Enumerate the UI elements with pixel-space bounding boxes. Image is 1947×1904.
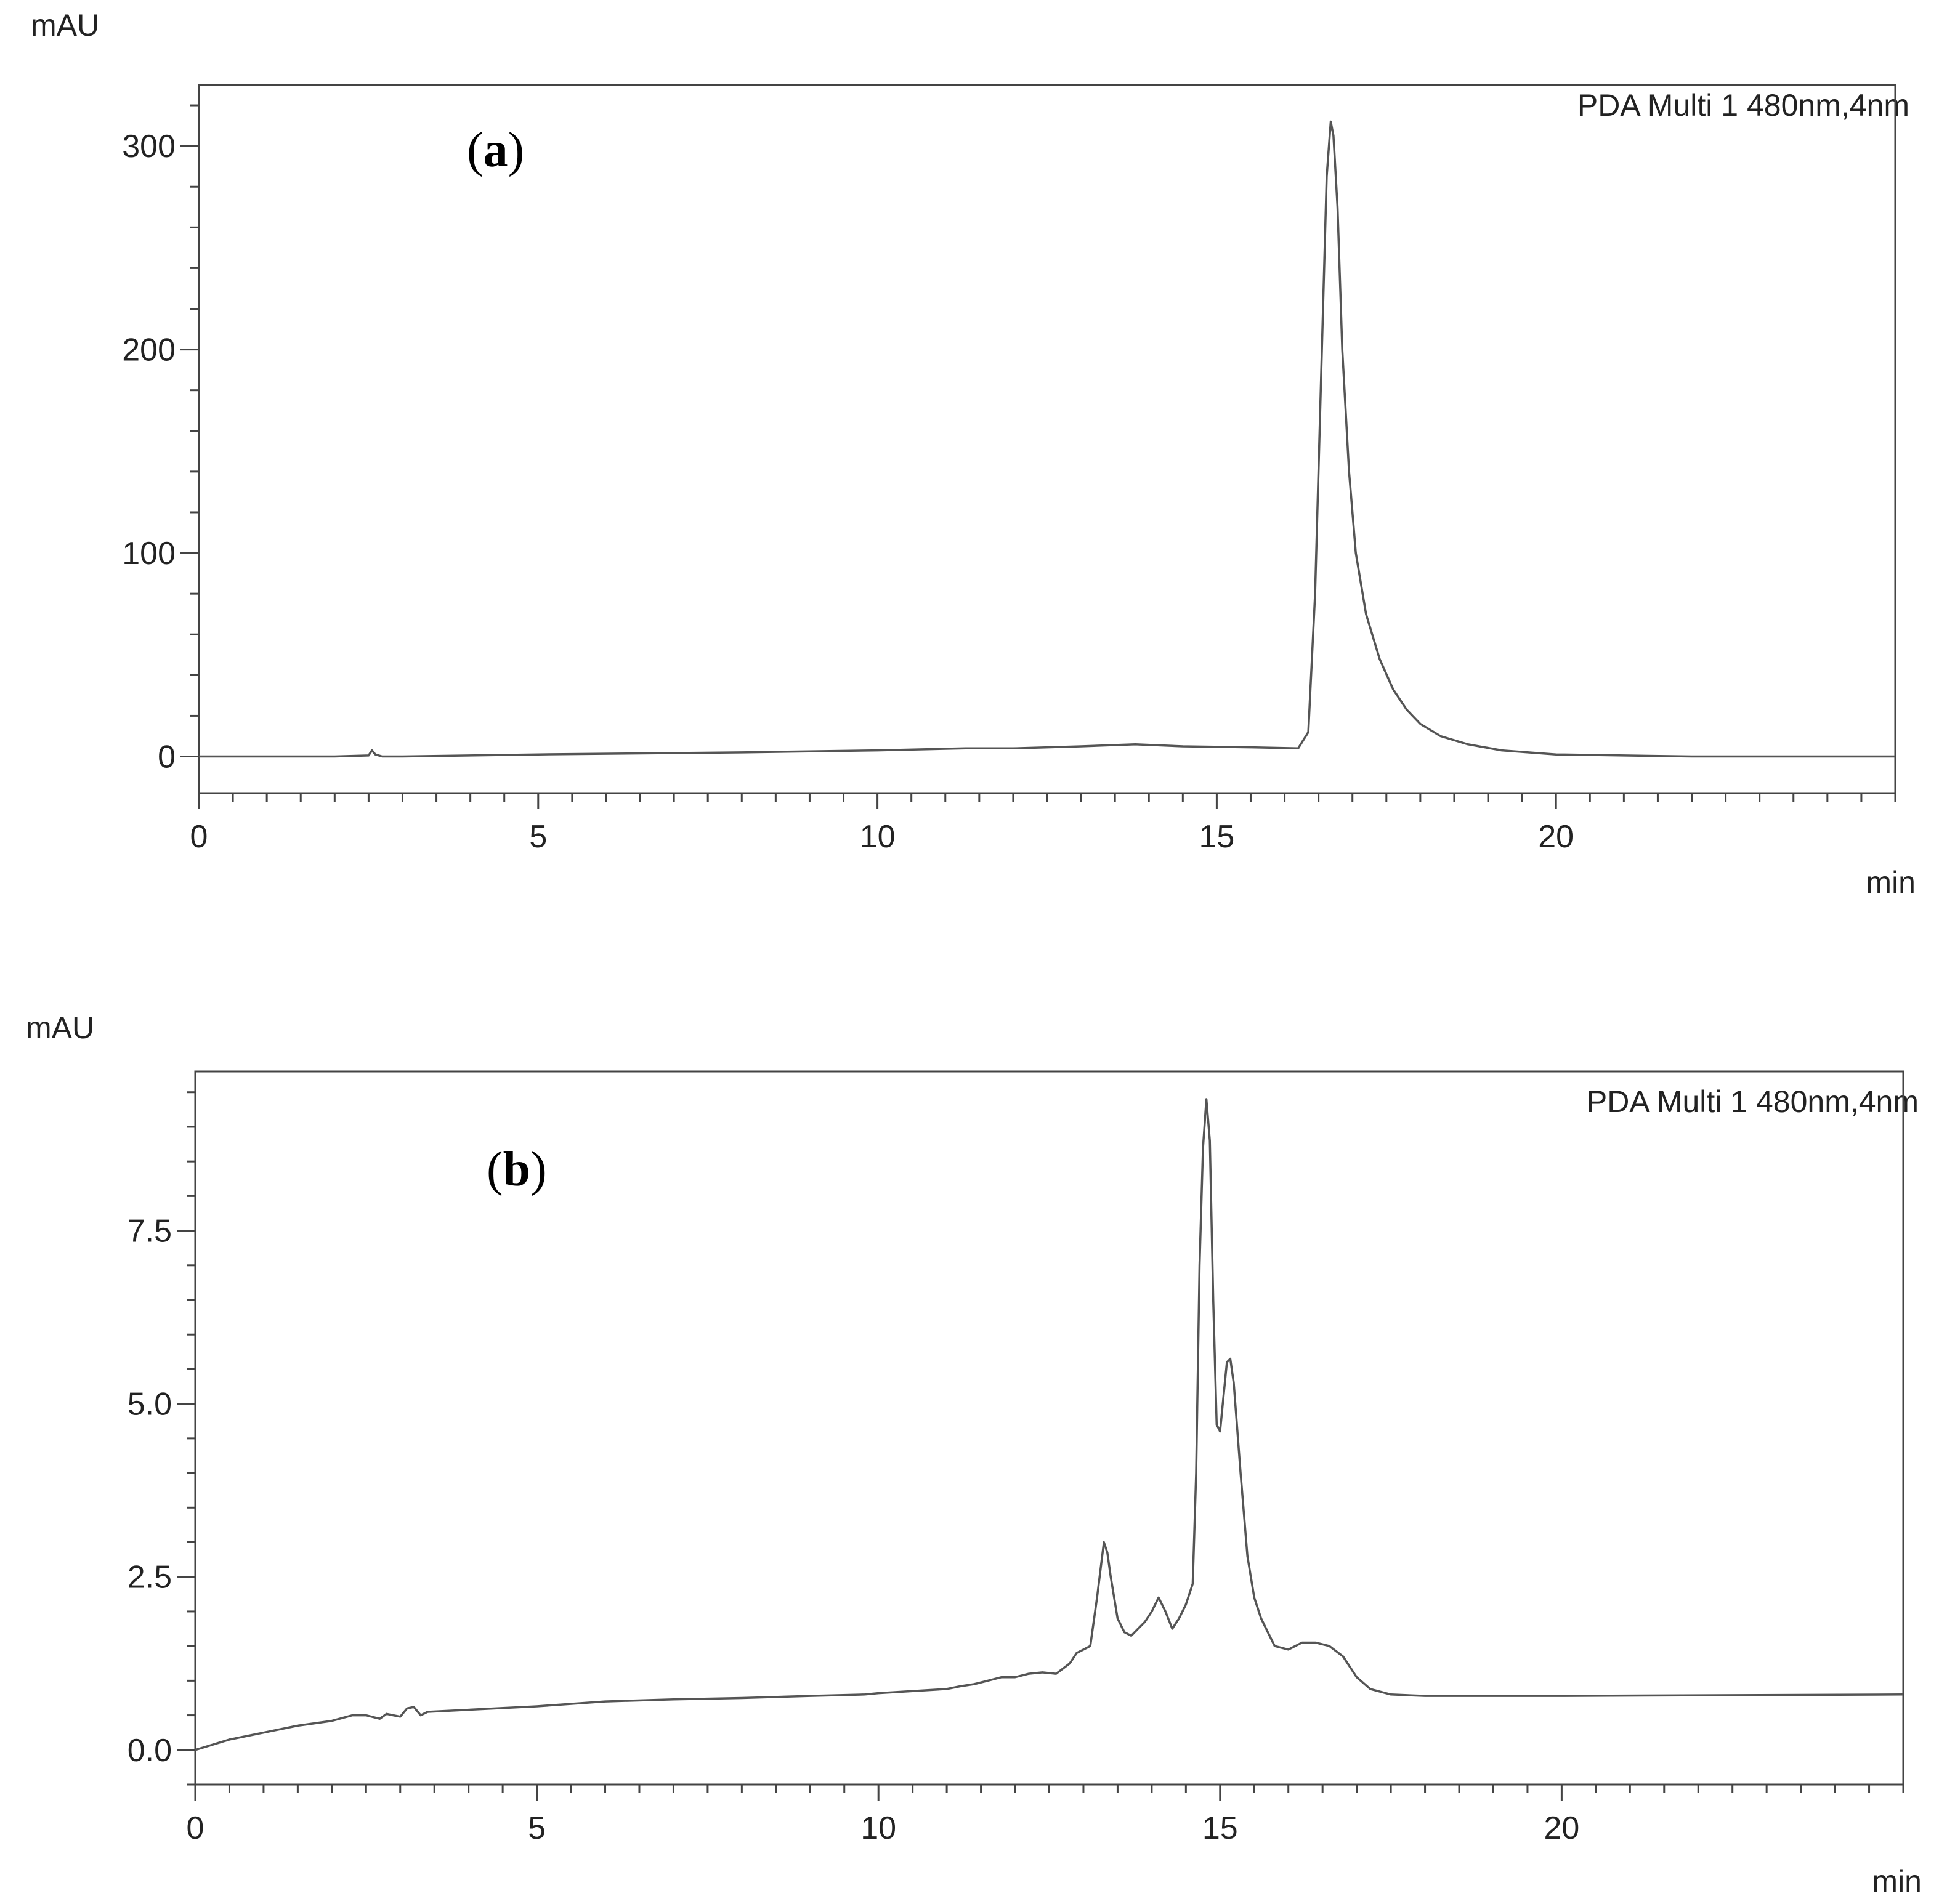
- y-tick-label: 7.5: [128, 1214, 172, 1249]
- legend-label: PDA Multi 1 480nm,4nm: [1577, 88, 1909, 123]
- x-axis-unit-label: min: [1872, 1864, 1922, 1898]
- chart-panel-a: mAU min PDA Multi 1 480nm,4nm (a) 0 5 10 15…: [31, 8, 1916, 900]
- y-tick-label: 2.5: [128, 1560, 172, 1595]
- panel-label-paren-close: ): [530, 1142, 547, 1196]
- x-tick-label: 5: [528, 1810, 546, 1846]
- y-tick-label: 0: [158, 740, 176, 775]
- y-axis-unit-label: mAU: [31, 8, 99, 42]
- panel-label-letter: b: [503, 1142, 531, 1196]
- x-tick-label: 0: [190, 819, 208, 855]
- x-tick-label: 15: [1199, 819, 1234, 855]
- x-axis-unit-label: min: [1866, 865, 1916, 900]
- y-tick-label: 0.0: [128, 1733, 172, 1769]
- x-tick-label: 10: [860, 1810, 896, 1846]
- panel-label-paren-open: (: [487, 1142, 503, 1196]
- x-tick-label: 20: [1538, 819, 1574, 855]
- chromatogram-trace: [195, 1098, 1904, 1751]
- x-tick-label: 5: [529, 819, 547, 855]
- y-tick-label: 5.0: [128, 1387, 172, 1422]
- plot-area-frame: [198, 84, 1896, 794]
- panel-label-b: (b): [487, 1142, 547, 1196]
- legend-label: PDA Multi 1 480nm,4nm: [1587, 1084, 1919, 1119]
- y-axis-unit-label: mAU: [26, 1010, 94, 1045]
- chart-panel-b: mAU min PDA Multi 1 480nm,4nm (b) 0 5 10 15…: [26, 1010, 1922, 1898]
- panel-label-paren-open: (: [467, 123, 484, 177]
- panel-label-letter: a: [484, 123, 508, 177]
- chromatogram-trace: [199, 120, 1895, 758]
- y-tick-label: 100: [122, 536, 176, 571]
- x-tick-label: 20: [1544, 1810, 1579, 1846]
- y-tick-label: 300: [122, 129, 176, 164]
- panel-label-a: (a): [467, 123, 524, 177]
- x-tick-label: 0: [187, 1810, 204, 1846]
- x-tick-label: 10: [860, 819, 896, 855]
- panel-label-paren-close: ): [508, 123, 525, 177]
- plot-area-frame: [194, 1070, 1904, 1786]
- x-tick-label: 15: [1202, 1810, 1238, 1846]
- axis-ticks: 0 5 10 15 20 0.0 2.5 5.0 7.5: [128, 1091, 1904, 1846]
- y-tick-label: 200: [122, 333, 176, 368]
